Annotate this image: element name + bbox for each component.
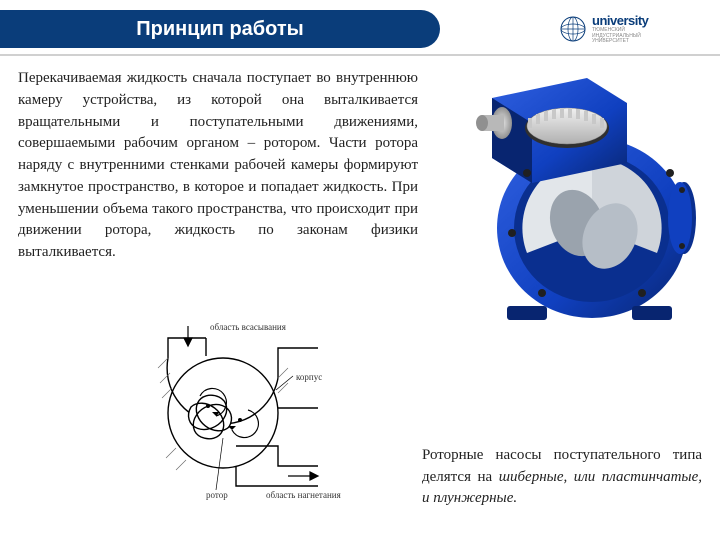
globe-icon — [560, 16, 586, 42]
university-logo: university ТЮМЕНСКИЙ ИНДУСТРИАЛЬНЫЙ УНИВ… — [560, 4, 710, 54]
label-intake: область всасывания — [210, 322, 286, 332]
header: Принцип работы university ТЮМЕНСКИЙ ИНДУ… — [0, 0, 720, 60]
bottom-paragraph: Роторные насосы поступательного типа дел… — [422, 445, 702, 510]
label-rotor: ротор — [206, 490, 228, 500]
page-title: Принцип работы — [136, 18, 303, 41]
pump-3d-illustration — [432, 68, 702, 328]
logo-text: university ТЮМЕНСКИЙ ИНДУСТРИАЛЬНЫЙ УНИВ… — [592, 13, 648, 45]
logo-sub3: УНИВЕРСИТЕТ — [592, 39, 648, 45]
logo-main: university — [592, 13, 648, 28]
title-banner: Принцип работы — [0, 10, 440, 48]
pump-schematic: область всасывания корпус ротор область … — [128, 318, 348, 508]
content-area: Перекачиваемая жидкость сначала поступае… — [18, 68, 702, 530]
header-divider — [0, 54, 720, 56]
main-paragraph: Перекачиваемая жидкость сначала поступае… — [18, 68, 418, 264]
label-body: корпус — [296, 372, 322, 382]
label-discharge: область нагнетания — [266, 490, 341, 500]
